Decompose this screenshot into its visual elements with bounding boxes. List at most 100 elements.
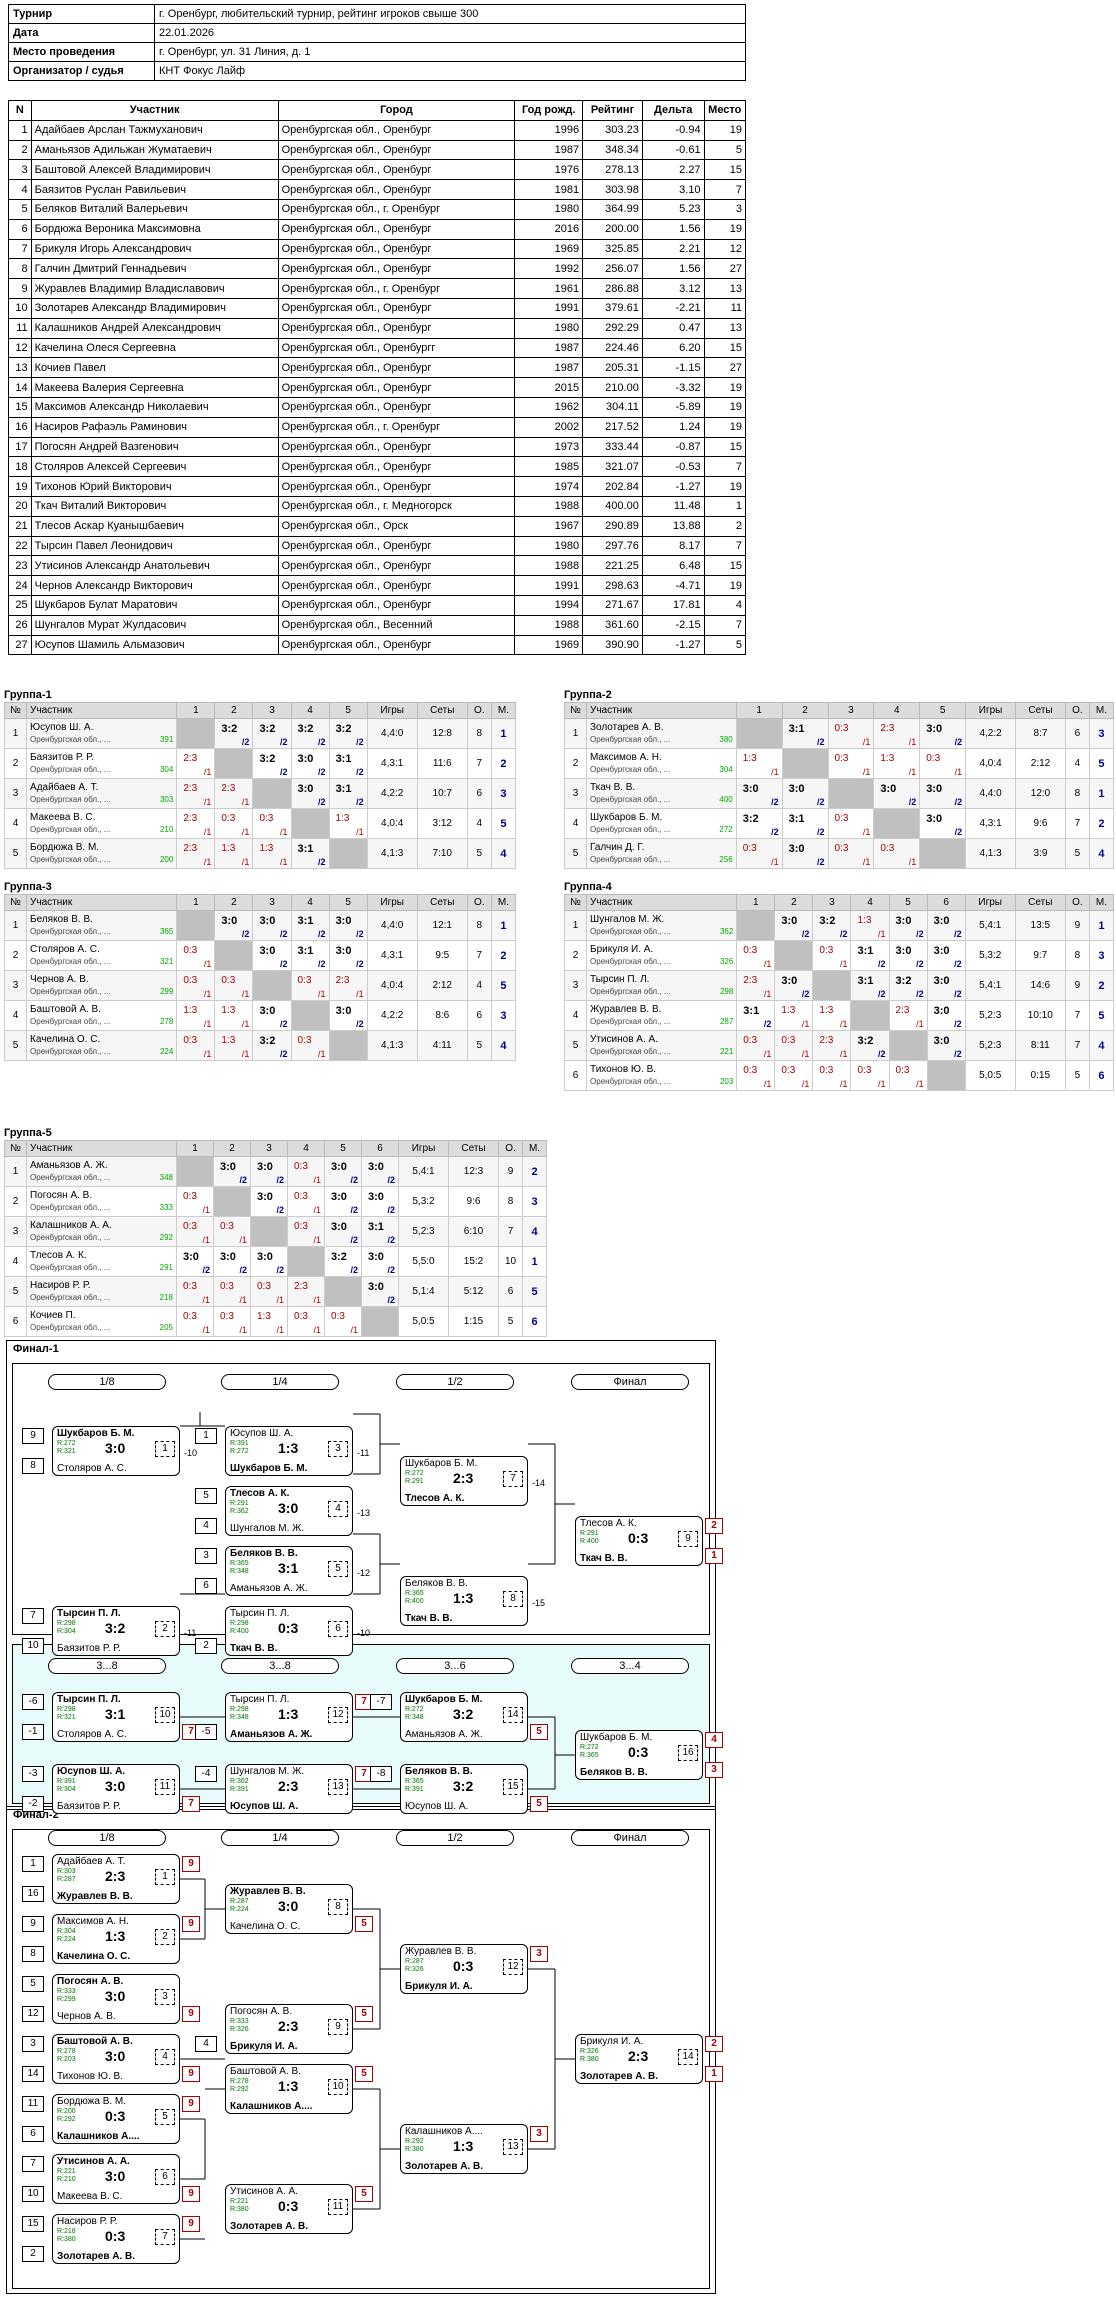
match-player-2: Юсупов Ш. А.: [405, 1801, 469, 1812]
group-header-row: № Участник 1 2 3 4 5 Игры Сеты О. М.: [3, 702, 517, 719]
score-points: /1: [862, 857, 871, 867]
group-player-region: Оренбургская обл., ... 391: [30, 734, 173, 746]
group-cell-score: 3:0/2: [781, 778, 829, 809]
bracket-match: Погосян А. В. Брикуля И. А. R:333 R:326 2:3 9: [225, 2004, 353, 2054]
group-sets: 7:10: [416, 838, 468, 869]
group-games: 4,4:0: [965, 778, 1017, 809]
group-cell-score: 0:3/1: [919, 748, 967, 779]
score-value: 3:1: [298, 843, 314, 855]
group-cell-score: 3:0/2: [873, 778, 921, 809]
round-label: 3...8: [48, 1658, 166, 1674]
score-points: /1: [356, 827, 364, 837]
bracket-match: Баштовой А. В. Калашников А.... R:278 R:292…: [225, 2064, 353, 2114]
round-label: 1/2: [396, 1830, 514, 1846]
participant-cell: 22: [8, 535, 32, 557]
match-player-1: Максимов А. Н.: [57, 1916, 129, 1927]
bracket-match: Тырсин П. Л. Ткач В. В. R:298 R:400 0:3 6: [225, 1606, 353, 1656]
match-rating-2: R:224: [57, 1936, 76, 1943]
participant-row: 21 Тлесов Аскар Куанышбаевич Оренбургская …: [8, 515, 747, 537]
participant-cell: 1988: [514, 614, 584, 636]
match-rating-1: R:391: [57, 1778, 76, 1785]
group-player-city: Оренбургская обл., ...: [589, 794, 671, 804]
bracket-match: Насиров Р. Р. Золотарев А. В. R:218 R:380 0:…: [52, 2214, 180, 2264]
group-title: Группа-1: [4, 689, 52, 701]
score-bold: 3:0: [297, 753, 314, 765]
group-player-rating: 400: [719, 794, 733, 804]
score-value: 0:3: [221, 975, 236, 986]
participant-row: 16 Насиров Рафаэль Раминович Оренбургская …: [8, 416, 747, 438]
group-sets: 8:7: [1015, 718, 1066, 749]
group-points: 5: [1064, 838, 1090, 869]
group-place: 2: [1088, 808, 1115, 839]
score-value: 0:3: [742, 843, 757, 854]
group-player-rating: 321: [159, 956, 174, 966]
group-cell-self: [328, 838, 368, 869]
group-cell-self: [214, 940, 254, 971]
seed-1: 1: [195, 1428, 217, 1444]
group-cell-score: 3:0/2: [328, 940, 368, 971]
score-value: 2:3: [183, 843, 198, 854]
score-value: 3:0: [259, 915, 275, 927]
participant-cell: -5.89: [641, 396, 705, 418]
group-player-rating: 210: [159, 824, 174, 834]
group-row: 1 Золотарев А. В. Оренбургская обл., ... 38…: [564, 718, 1115, 749]
match-score: 1:3: [453, 1590, 474, 1606]
match-rating-1: R:287: [230, 1898, 249, 1905]
match-score: 3:0: [105, 1440, 126, 1456]
group-player: Ткач В. В. Оренбургская обл., ... 400: [585, 778, 737, 809]
score-points: /1: [241, 797, 250, 807]
group-cell-score: 2:3/1: [176, 808, 216, 839]
participant-cell: Оренбургская обл., Оренбургг: [277, 337, 516, 359]
match-score: 1:3: [453, 2138, 474, 2154]
score-value: 3:0: [926, 783, 942, 795]
participant-cell: -0.94: [641, 119, 705, 141]
score-value: 0:3: [834, 843, 849, 854]
group-player-region: Оренбургская обл., ... 278: [30, 1016, 173, 1028]
group-cell-score: 3:1/2: [290, 940, 330, 971]
seed-1: -4: [195, 1766, 217, 1782]
match-rating-1: R:333: [57, 1988, 76, 1995]
score-value: 3:2: [259, 753, 275, 765]
seed-2: 10: [22, 1638, 44, 1654]
place-2: 1: [705, 1548, 723, 1564]
score-bold: 3:0: [221, 915, 238, 927]
participant-cell: 200.00: [582, 218, 643, 240]
score-value: 3:1: [789, 813, 805, 825]
match-player-1: Тлесов А. К.: [580, 1518, 637, 1529]
match-rating-1: R:326: [580, 2048, 599, 2055]
round-label: 1/4: [221, 1374, 339, 1390]
loser-link: -12: [357, 1568, 371, 1578]
bracket-match: Юсупов Ш. А. Шукбаров Б. М. R:391 R:272 1:3 3: [225, 1426, 353, 1476]
bracket-match: Беляков В. В. Ткач В. В. R:365 R:400 1:3 8: [400, 1576, 528, 1626]
score-bold: 3:0: [788, 843, 805, 855]
group-table: № Участник 1 2 3 4 5 Игры Сеты О. М. 1 Юсупов Ш. А. О…: [3, 702, 517, 869]
score-bold: 3:0: [880, 783, 897, 795]
match-rating-1: R:287: [405, 1958, 424, 1965]
group-cell-score: 3:0/2: [290, 778, 330, 809]
group-place: 2: [490, 940, 517, 971]
participant-cell: Тырсин Павел Леонидович: [30, 535, 279, 557]
seed-2: 8: [22, 1946, 44, 1962]
group-cell-score: 3:2/2: [252, 748, 292, 779]
participant-cell: 1974: [514, 476, 584, 497]
match-score: 0:3: [453, 1958, 474, 1974]
participant-cell: Столяров Алексей Сергеевич: [30, 456, 279, 478]
participant-row: 20 Ткач Виталий Викторович Оренбургская об…: [8, 495, 747, 517]
participant-cell: 333.44: [582, 436, 643, 458]
match-player-1: Тырсин П. Л.: [57, 1694, 121, 1705]
group-player-rating: 278: [159, 1016, 174, 1026]
match-player-1: Калашников А....: [405, 2126, 483, 2137]
participant-cell: Оренбургская обл., Оренбург: [277, 218, 516, 240]
group-player: Максимов А. Н. Оренбургская обл., ... 304: [585, 748, 737, 779]
score-value: 2:3: [183, 783, 198, 794]
group-games: 4,3:1: [366, 940, 418, 971]
group-cell-score: 3:1/2: [781, 718, 829, 749]
group-place: 4: [1088, 838, 1115, 869]
round-label: 1/8: [48, 1830, 166, 1846]
place-1: 3: [530, 2126, 548, 2142]
score-value: 1:3: [880, 753, 895, 764]
place-1: 9: [182, 1916, 200, 1932]
group-cell-score: 0:3/1: [827, 718, 875, 749]
participant-row: 8 Галчин Дмитрий Геннадьевич Оренбургская …: [8, 258, 747, 280]
group-player-region: Оренбургская обл., ... 256: [590, 854, 733, 866]
